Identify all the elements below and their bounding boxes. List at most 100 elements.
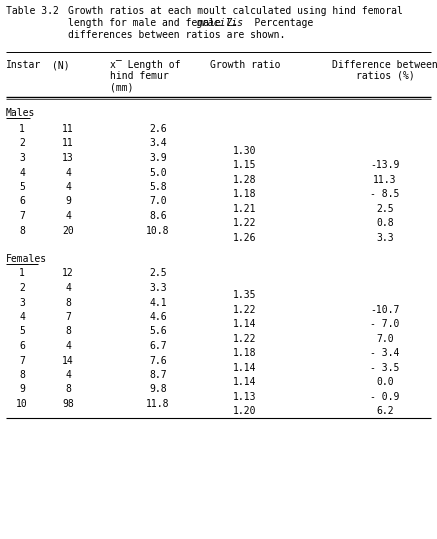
Text: - 7.0: - 7.0: [370, 319, 400, 329]
Text: 5: 5: [19, 327, 25, 336]
Text: 7: 7: [19, 356, 25, 365]
Text: (mm): (mm): [110, 82, 133, 92]
Text: 1.18: 1.18: [233, 189, 257, 199]
Text: hind femur: hind femur: [110, 71, 169, 81]
Text: Males: Males: [6, 108, 35, 118]
Text: 4: 4: [65, 182, 71, 192]
Text: 5.8: 5.8: [149, 182, 167, 192]
Text: 11.8: 11.8: [146, 399, 170, 409]
Text: -10.7: -10.7: [370, 305, 400, 315]
Text: 1.20: 1.20: [233, 406, 257, 416]
Text: 6: 6: [19, 197, 25, 206]
Text: Females: Females: [6, 254, 47, 264]
Text: 9.8: 9.8: [149, 384, 167, 395]
Text: .   Percentage: . Percentage: [232, 18, 314, 28]
Text: ratios (%): ratios (%): [356, 71, 414, 81]
Text: 98: 98: [62, 399, 74, 409]
Text: 2.5: 2.5: [376, 204, 394, 214]
Text: 1.14: 1.14: [233, 319, 257, 329]
Text: 13: 13: [62, 153, 74, 163]
Text: 5.0: 5.0: [149, 168, 167, 177]
Text: 4: 4: [19, 312, 25, 322]
Text: 1.28: 1.28: [233, 175, 257, 185]
Text: 2: 2: [19, 139, 25, 149]
Text: (N): (N): [52, 60, 69, 70]
Text: 1.30: 1.30: [233, 146, 257, 156]
Text: 6.2: 6.2: [376, 406, 394, 416]
Text: 8: 8: [65, 327, 71, 336]
Text: differences between ratios are shown.: differences between ratios are shown.: [68, 30, 285, 40]
Text: 4.6: 4.6: [149, 312, 167, 322]
Text: 4: 4: [65, 283, 71, 293]
Text: 1.18: 1.18: [233, 348, 257, 358]
Text: Table 3.2: Table 3.2: [6, 6, 59, 16]
Text: 10.8: 10.8: [146, 225, 170, 236]
Text: 4: 4: [65, 168, 71, 177]
Text: Growth ratio: Growth ratio: [210, 60, 280, 70]
Text: x̅ Length of: x̅ Length of: [110, 60, 180, 70]
Text: 11: 11: [62, 124, 74, 134]
Text: 2: 2: [19, 283, 25, 293]
Text: 4: 4: [65, 370, 71, 380]
Text: 9: 9: [19, 384, 25, 395]
Text: 7.6: 7.6: [149, 356, 167, 365]
Text: 7: 7: [65, 312, 71, 322]
Text: 1.14: 1.14: [233, 377, 257, 387]
Text: 3.3: 3.3: [376, 233, 394, 243]
Text: 1.26: 1.26: [233, 233, 257, 243]
Text: 1.22: 1.22: [233, 218, 257, 228]
Text: 3: 3: [19, 298, 25, 308]
Text: Instar: Instar: [6, 60, 41, 70]
Text: 1.14: 1.14: [233, 363, 257, 373]
Text: 4: 4: [19, 168, 25, 177]
Text: 12: 12: [62, 268, 74, 279]
Text: -13.9: -13.9: [370, 160, 400, 170]
Text: 2.6: 2.6: [149, 124, 167, 134]
Text: 3: 3: [19, 153, 25, 163]
Text: 8: 8: [65, 384, 71, 395]
Text: 8.7: 8.7: [149, 370, 167, 380]
Text: 7.0: 7.0: [376, 334, 394, 344]
Text: - 0.9: - 0.9: [370, 392, 400, 402]
Text: 4: 4: [65, 211, 71, 221]
Text: 1.21: 1.21: [233, 204, 257, 214]
Text: 1.22: 1.22: [233, 334, 257, 344]
Text: 7.0: 7.0: [149, 197, 167, 206]
Text: 1.22: 1.22: [233, 305, 257, 315]
Text: 8: 8: [19, 370, 25, 380]
Text: 6: 6: [19, 341, 25, 351]
Text: 1.13: 1.13: [233, 392, 257, 402]
Text: - 3.4: - 3.4: [370, 348, 400, 358]
Text: Difference between: Difference between: [332, 60, 437, 70]
Text: 1: 1: [19, 268, 25, 279]
Text: 4: 4: [65, 341, 71, 351]
Text: - 3.5: - 3.5: [370, 363, 400, 373]
Text: 0.8: 0.8: [376, 218, 394, 228]
Text: 8: 8: [19, 225, 25, 236]
Text: 1.15: 1.15: [233, 160, 257, 170]
Text: gracilis: gracilis: [197, 18, 244, 28]
Text: 2.5: 2.5: [149, 268, 167, 279]
Text: 4.1: 4.1: [149, 298, 167, 308]
Text: 5: 5: [19, 182, 25, 192]
Text: 8.6: 8.6: [149, 211, 167, 221]
Text: Growth ratios at each moult calculated using hind femoral: Growth ratios at each moult calculated u…: [68, 6, 403, 16]
Text: 11.3: 11.3: [373, 175, 397, 185]
Text: 11: 11: [62, 139, 74, 149]
Text: 10: 10: [16, 399, 28, 409]
Text: 3.9: 3.9: [149, 153, 167, 163]
Text: 3.3: 3.3: [149, 283, 167, 293]
Text: 9: 9: [65, 197, 71, 206]
Text: 8: 8: [65, 298, 71, 308]
Text: 14: 14: [62, 356, 74, 365]
Text: 6.7: 6.7: [149, 341, 167, 351]
Text: 7: 7: [19, 211, 25, 221]
Text: length for male and female Z.: length for male and female Z.: [68, 18, 244, 28]
Text: 0.0: 0.0: [376, 377, 394, 387]
Text: 5.6: 5.6: [149, 327, 167, 336]
Text: - 8.5: - 8.5: [370, 189, 400, 199]
Text: 1.35: 1.35: [233, 290, 257, 300]
Text: 1: 1: [19, 124, 25, 134]
Text: 3.4: 3.4: [149, 139, 167, 149]
Text: 20: 20: [62, 225, 74, 236]
